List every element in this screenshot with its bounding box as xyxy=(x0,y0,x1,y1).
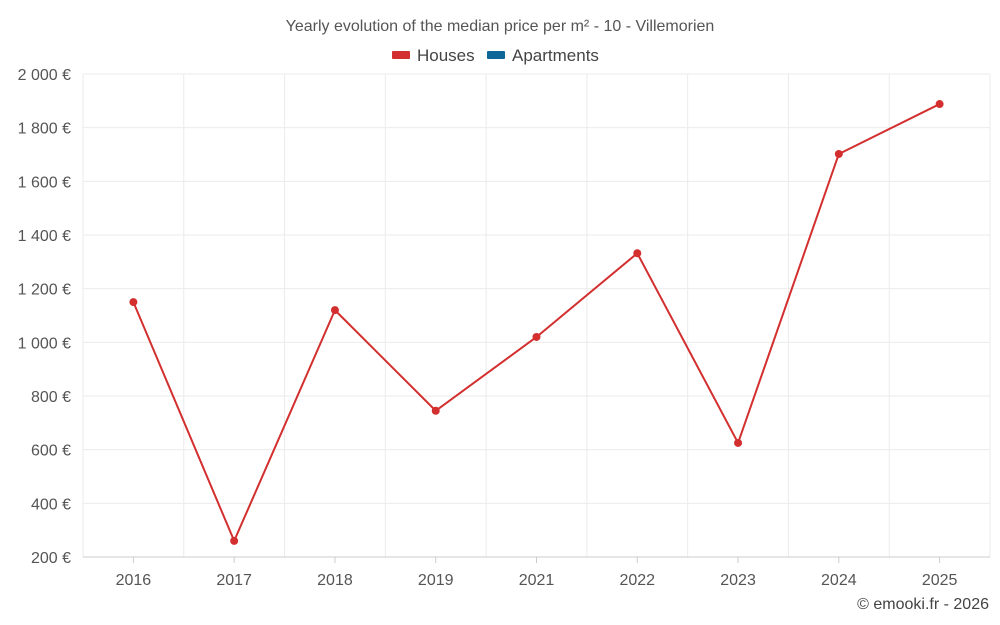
y-tick-label: 600 € xyxy=(31,443,71,460)
data-point-houses[interactable] xyxy=(532,332,541,341)
legend-label-apartments: Apartments xyxy=(512,46,599,65)
y-axis: 200 € 400 € 600 € 800 € 1 000 € 1 200 € 1 400 … xyxy=(18,67,71,567)
data-point-houses[interactable] xyxy=(330,306,339,315)
y-tick-label: 1 200 € xyxy=(18,282,71,299)
legend-label-houses: Houses xyxy=(417,46,475,65)
series-layer xyxy=(129,100,944,545)
legend-item-apartments[interactable]: Apartments xyxy=(487,46,599,65)
data-point-houses[interactable] xyxy=(734,438,743,447)
x-tick-label: 2021 xyxy=(519,572,555,589)
y-tick-label: 1 600 € xyxy=(18,174,71,191)
legend-swatch-houses xyxy=(392,51,410,59)
data-point-houses[interactable] xyxy=(935,100,944,109)
data-point-houses[interactable] xyxy=(230,536,239,545)
x-tick-label: 2019 xyxy=(418,572,454,589)
x-tick-label: 2023 xyxy=(720,572,756,589)
x-tick-label: 2022 xyxy=(619,572,655,589)
data-point-houses[interactable] xyxy=(129,298,138,307)
y-tick-label: 400 € xyxy=(31,496,71,513)
x-tick-label: 2024 xyxy=(821,572,857,589)
data-point-houses[interactable] xyxy=(431,406,440,415)
grid-horizontal xyxy=(83,73,990,504)
x-axis: 2016 2017 2018 2019 2021 2022 2023 2024 2025 xyxy=(116,557,958,589)
grid-vertical xyxy=(82,74,991,557)
legend: Houses Apartments xyxy=(392,46,599,65)
x-tick-label: 2016 xyxy=(116,572,152,589)
data-point-houses[interactable] xyxy=(834,149,843,158)
series-line-houses xyxy=(132,103,941,542)
credit-text: © emooki.fr - 2026 xyxy=(857,596,989,613)
x-tick-label: 2018 xyxy=(317,572,353,589)
y-tick-label: 1 000 € xyxy=(18,335,71,352)
chart-title: Yearly evolution of the median price per… xyxy=(286,18,715,35)
data-point-houses[interactable] xyxy=(633,249,642,258)
legend-item-houses[interactable]: Houses xyxy=(392,46,475,65)
x-tick-label: 2025 xyxy=(922,572,958,589)
y-tick-label: 200 € xyxy=(31,550,71,567)
y-tick-label: 1 800 € xyxy=(18,121,71,138)
y-tick-label: 1 400 € xyxy=(18,228,71,245)
y-tick-label: 2 000 € xyxy=(18,67,71,84)
x-tick-label: 2017 xyxy=(216,572,252,589)
legend-swatch-apartments xyxy=(487,51,505,59)
y-tick-label: 800 € xyxy=(31,389,71,406)
